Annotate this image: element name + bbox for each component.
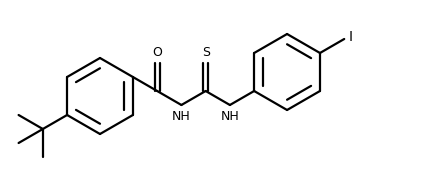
- Text: S: S: [202, 46, 209, 59]
- Text: O: O: [152, 46, 162, 59]
- Text: NH: NH: [220, 110, 239, 123]
- Text: NH: NH: [172, 110, 191, 123]
- Text: I: I: [348, 30, 352, 44]
